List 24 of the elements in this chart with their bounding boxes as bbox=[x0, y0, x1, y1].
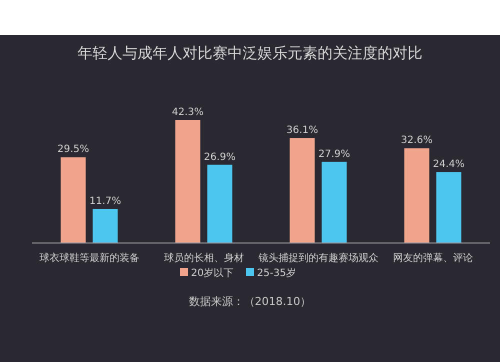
bar bbox=[322, 162, 347, 243]
legend-label: 25-35岁 bbox=[257, 267, 296, 279]
legend-label: 20岁以下 bbox=[191, 267, 234, 279]
data-label: 42.3% bbox=[172, 107, 204, 118]
bar bbox=[60, 157, 86, 243]
data-label: 26.9% bbox=[204, 152, 236, 163]
data-label: 32.6% bbox=[400, 135, 433, 146]
data-label: 29.5% bbox=[57, 144, 90, 156]
x-tick-label: 网友的弹幕、评论 bbox=[392, 252, 473, 264]
bar bbox=[92, 208, 118, 243]
chart-title: 年轻人与成年人对比赛中泛娱乐元素的关注度的对比 bbox=[78, 44, 422, 62]
bar bbox=[175, 120, 200, 243]
bar bbox=[436, 172, 462, 243]
x-tick-label: 球衣球鞋等最新的装备 bbox=[39, 252, 140, 264]
bar bbox=[404, 148, 430, 243]
x-tick-label: 球员的长相、身材 bbox=[164, 252, 244, 264]
x-tick-label: 镜头捕捉到的有趣赛场观众 bbox=[257, 252, 378, 264]
data-label: 27.9% bbox=[318, 148, 350, 160]
bar bbox=[290, 138, 315, 243]
data-label: 11.7% bbox=[89, 196, 122, 207]
data-label: 36.1% bbox=[286, 125, 318, 136]
source-note: 数据来源：（2018.10） bbox=[188, 295, 312, 308]
data-label: 24.4% bbox=[432, 159, 465, 170]
bar bbox=[207, 164, 232, 243]
